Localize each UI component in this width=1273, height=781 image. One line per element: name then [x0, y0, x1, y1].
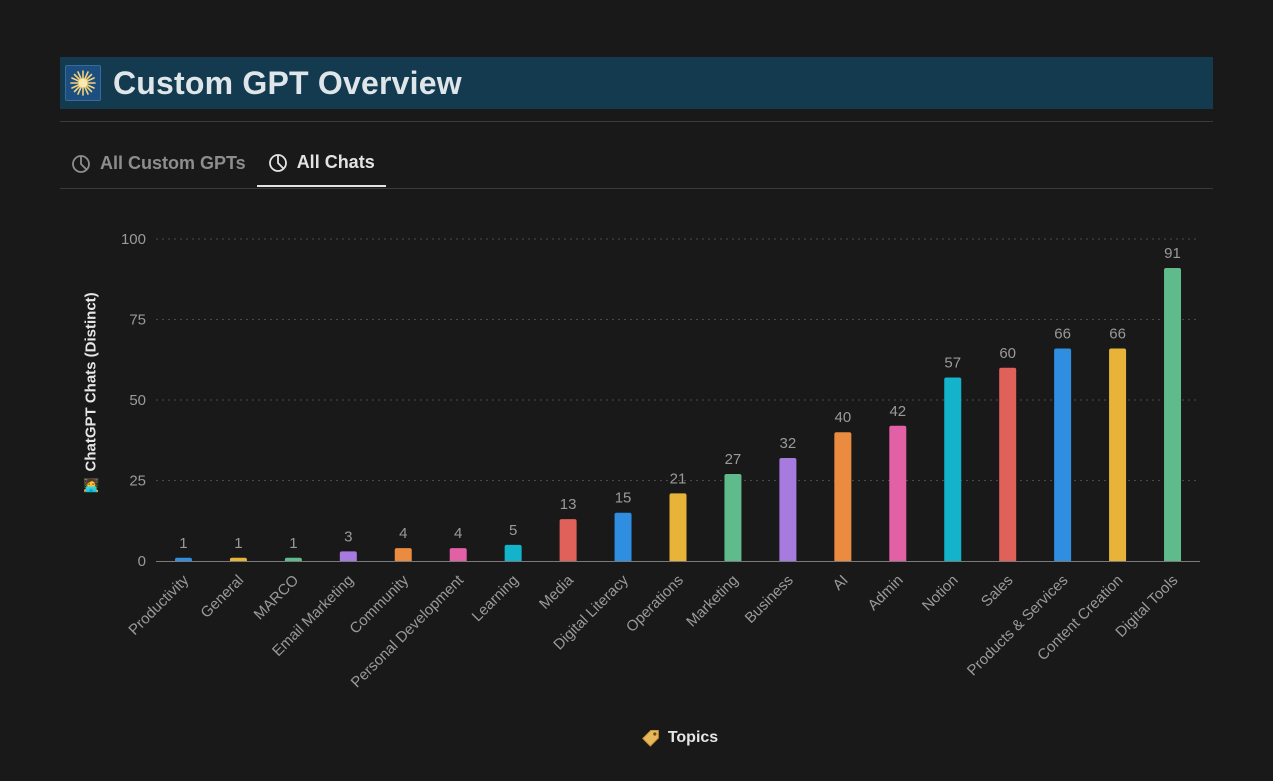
bar	[174, 557, 192, 561]
page-title: Custom GPT Overview	[113, 64, 462, 101]
bar	[614, 512, 632, 561]
bar	[1054, 348, 1072, 561]
data-label: 57	[944, 354, 961, 371]
tab-label: All Custom GPTs	[100, 153, 246, 173]
data-label: 66	[1054, 325, 1071, 342]
data-label: 3	[344, 528, 352, 545]
data-label: 4	[454, 525, 462, 542]
y-tick-label: 25	[129, 473, 146, 490]
x-tick-label: AI	[830, 572, 852, 594]
divider	[60, 121, 1213, 122]
x-tick-label: MARCO	[251, 572, 303, 624]
data-label: 1	[179, 535, 187, 552]
data-label: 1	[234, 535, 242, 552]
bar	[669, 493, 687, 561]
x-tick-label: Personal Development	[348, 571, 468, 691]
x-tick-label: Productivity	[125, 571, 192, 638]
y-tick-label: 50	[129, 392, 146, 409]
data-label: 13	[560, 496, 577, 513]
tab-label: All Chats	[296, 152, 375, 172]
bar	[1109, 348, 1127, 561]
bar	[779, 457, 797, 561]
bar	[559, 519, 577, 561]
x-tick-label: General	[197, 572, 247, 622]
bar	[1164, 267, 1182, 561]
starburst-icon	[65, 65, 101, 101]
x-tick-label: Media	[536, 571, 577, 612]
x-tick-label: Operations	[623, 572, 687, 636]
data-label: 40	[834, 409, 851, 426]
bar	[999, 367, 1017, 561]
x-axis-label: Topics	[667, 729, 719, 746]
x-tick-label: Notion	[919, 572, 962, 615]
data-label: 21	[670, 470, 687, 487]
bar	[394, 548, 412, 561]
tag-icon	[642, 730, 659, 747]
bar	[504, 544, 522, 561]
x-tick-label: Learning	[469, 572, 522, 625]
bar	[449, 548, 467, 561]
data-label: 4	[399, 525, 407, 542]
person-icon: 🧑‍💻	[82, 477, 100, 493]
tabs-divider	[60, 188, 1213, 189]
pie-chart-icon	[72, 154, 90, 173]
y-tick-label: 100	[121, 231, 146, 248]
bar	[834, 432, 852, 561]
x-axis-title: Topics	[642, 729, 718, 747]
y-axis-label: ChatGPT Chats (Distinct)	[82, 292, 100, 472]
y-tick-label: 0	[138, 553, 146, 570]
data-label: 66	[1109, 325, 1126, 342]
data-label: 1	[289, 535, 297, 552]
bar	[889, 425, 907, 561]
data-label: 91	[1164, 245, 1181, 262]
x-tick-label: Business	[742, 572, 797, 627]
view-tabs: All Custom GPTs All Chats	[60, 140, 386, 188]
x-tick-label: Sales	[978, 572, 1017, 611]
bar	[944, 377, 962, 561]
y-tick-label: 75	[129, 312, 146, 329]
tab-all-custom-gpts[interactable]: All Custom GPTs	[60, 140, 257, 187]
bar	[339, 551, 357, 561]
data-label: 60	[999, 345, 1016, 362]
x-tick-label: Admin	[865, 572, 907, 614]
bar	[284, 557, 302, 561]
y-axis-title: 🧑‍💻 ChatGPT Chats (Distinct)	[83, 292, 100, 493]
bar	[229, 557, 247, 561]
pie-chart-icon	[268, 153, 287, 172]
data-label: 32	[780, 435, 797, 452]
data-label: 15	[615, 490, 632, 507]
page-header: Custom GPT Overview	[60, 57, 1213, 109]
tab-all-chats[interactable]: All Chats	[256, 140, 386, 187]
x-tick-label: Products & Services	[964, 572, 1072, 680]
data-label: 27	[725, 451, 742, 468]
data-label: 5	[509, 522, 517, 539]
bar	[724, 474, 742, 561]
x-tick-label: Marketing	[683, 572, 742, 631]
data-label: 42	[889, 403, 906, 420]
